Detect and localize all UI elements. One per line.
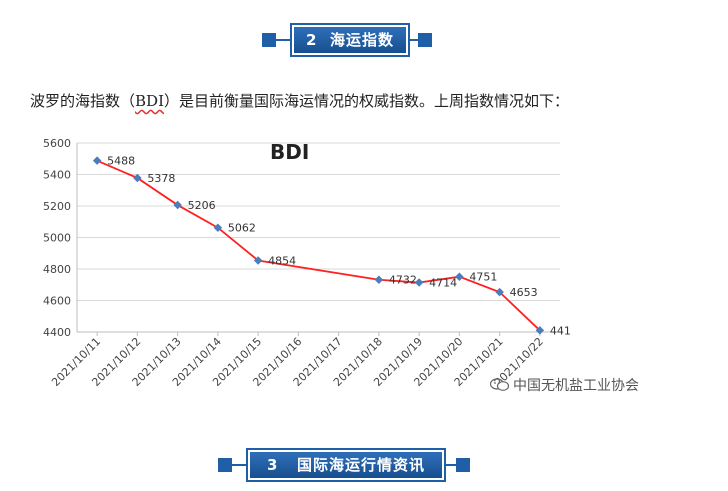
data-point	[374, 275, 384, 284]
banner-line-left	[228, 464, 248, 466]
y-tick-label: 4600	[43, 295, 71, 308]
section-header-next: 3 国际海运行情资讯	[0, 448, 728, 482]
y-tick-label: 4800	[43, 263, 71, 276]
y-tick-label: 5600	[43, 137, 71, 150]
chart-title: BDI	[270, 140, 309, 164]
data-label: 5378	[147, 172, 175, 185]
banner-line-right	[408, 39, 424, 41]
series-line	[96, 159, 541, 332]
data-label: 4751	[469, 271, 497, 284]
banner-square-right	[418, 33, 432, 47]
data-label: 5488	[107, 155, 135, 168]
data-point	[455, 272, 464, 281]
data-point	[495, 287, 504, 297]
y-tick-label: 5400	[43, 169, 71, 182]
section-number: 2	[306, 31, 318, 49]
data-label: 4410	[550, 324, 570, 337]
intro-text-after: ）是目前衡量国际海运情况的权威指数。上周指数情况如下：	[164, 92, 570, 110]
data-label: 4854	[268, 254, 296, 267]
data-point	[173, 200, 182, 210]
data-label: 5206	[188, 199, 216, 212]
banner-square-left	[262, 33, 276, 47]
bdi-line-chart: 44004600480050005200540056002021/10/1120…	[43, 137, 570, 389]
y-tick-label: 5000	[43, 232, 71, 245]
section-header-prev: 2 海运指数	[0, 23, 728, 57]
watermark-text: 中国无机盐工业协会	[513, 378, 639, 394]
data-label: 4714	[429, 277, 457, 290]
watermark: 中国无机盐工业协会	[490, 375, 639, 395]
data-label: 4732	[389, 274, 417, 287]
section-title-box: 2 海运指数	[290, 23, 410, 57]
intro-paragraph: 波罗的海指数（BDI）是目前衡量国际海运情况的权威指数。上周指数情况如下：	[30, 90, 710, 111]
intro-text-before: 波罗的海指数（	[30, 92, 136, 110]
section-title-box: 3 国际海运行情资讯	[246, 448, 446, 482]
banner-line-left	[272, 39, 292, 41]
data-point	[414, 278, 424, 287]
y-tick-label: 4400	[43, 326, 71, 339]
banner-square-left	[218, 458, 232, 472]
intro-abbr: BDI	[135, 92, 164, 110]
data-label: 4653	[510, 286, 538, 299]
y-tick-label: 5200	[43, 200, 71, 213]
banner-square-right	[456, 458, 470, 472]
data-point	[213, 223, 223, 232]
data-point	[253, 256, 263, 265]
section-number: 3	[266, 456, 279, 474]
banner-line-right	[444, 464, 460, 466]
data-label: 5062	[228, 222, 256, 235]
section-title: 海运指数	[329, 31, 394, 49]
section-title: 国际海运行情资讯	[297, 456, 426, 474]
wechat-icon	[490, 378, 510, 391]
data-point	[92, 156, 102, 165]
